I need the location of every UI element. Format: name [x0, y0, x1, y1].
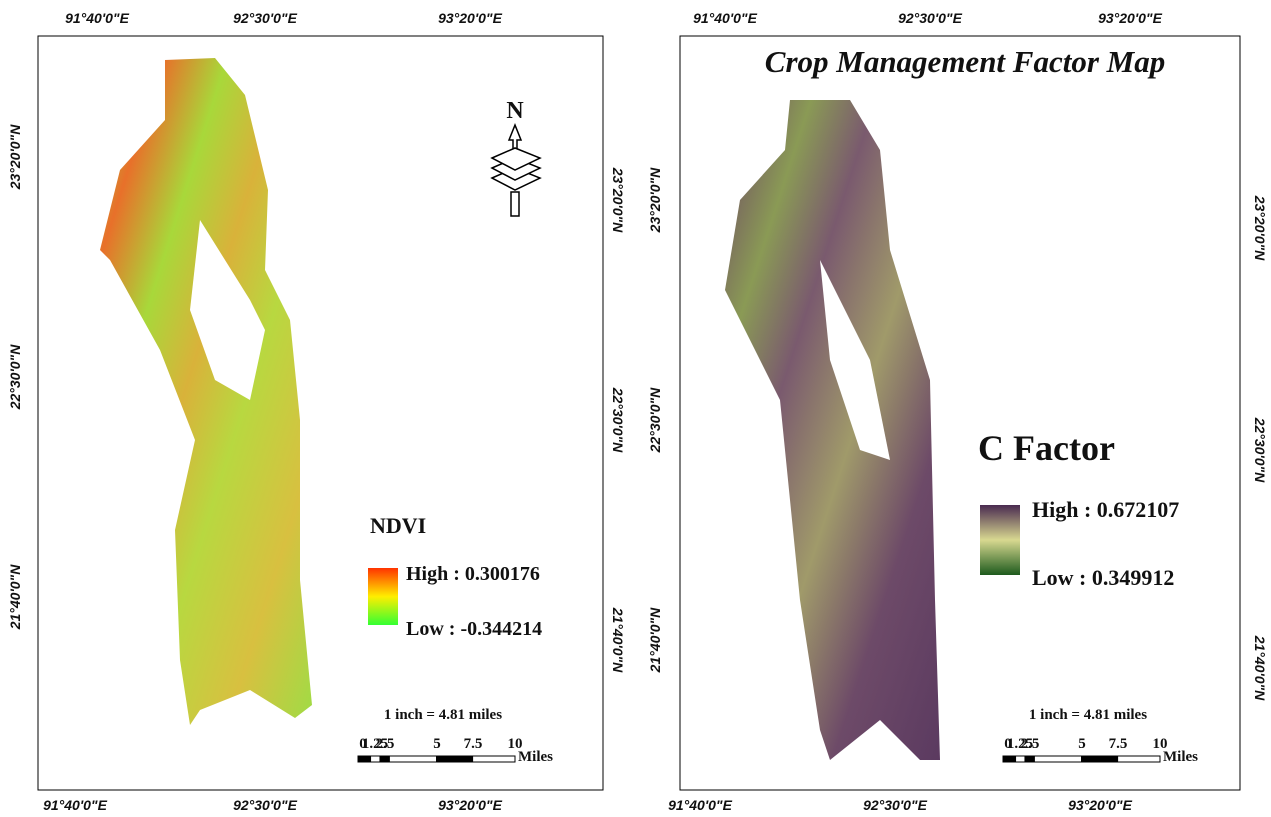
longitude-label: 93°20'0"E: [438, 797, 502, 813]
scale-tick: 2.5: [1021, 736, 1040, 752]
longitude-label: 92°30'0"E: [233, 10, 297, 26]
latitude-label: 22°30'0"N: [1252, 417, 1268, 483]
scale-segment: [1003, 756, 1016, 762]
frame: [680, 36, 1240, 790]
longitude-label: 91°40'0"E: [668, 797, 732, 813]
longitude-label: 93°20'0"E: [1068, 797, 1132, 813]
scale-segment: [371, 756, 380, 762]
latitude-label: 23°20'0"N: [7, 124, 23, 190]
scale-tick: 7.5: [464, 736, 483, 752]
c-factor-raster: [725, 100, 940, 760]
north-label: N: [506, 98, 524, 124]
scale-text: 1 inch = 4.81 miles: [384, 707, 502, 723]
ndvi-raster: [100, 58, 312, 725]
latitude-label: 23°20'0"N: [1252, 195, 1268, 261]
latitude-label: 22°30'0"N: [647, 387, 663, 453]
latitude-label: 21°40'0"N: [7, 564, 23, 630]
longitude-label: 91°40'0"E: [43, 797, 107, 813]
longitude-label: 91°40'0"E: [693, 10, 757, 26]
scale-segment: [1118, 756, 1160, 762]
scale-segment: [1034, 756, 1081, 762]
legend-title: NDVI: [370, 513, 426, 538]
scale-segment: [389, 756, 436, 762]
latitude-label: 23°20'0"N: [610, 167, 626, 233]
scale-segment: [380, 756, 389, 762]
scale-segment: [473, 756, 515, 762]
scale-tick: 2.5: [376, 736, 395, 752]
scale-text: 1 inch = 4.81 miles: [1029, 707, 1147, 723]
latitude-label: 23°20'0"N: [647, 167, 663, 233]
legend-low: Low : 0.349912: [1032, 565, 1174, 590]
figure: Crop Management Factor Map 91°40'0"E 92°3…: [0, 0, 1271, 817]
legend-ramp: [368, 568, 398, 625]
latitude-label: 22°30'0"N: [7, 344, 23, 410]
scale-unit: Miles: [518, 749, 553, 765]
longitude-label: 91°40'0"E: [65, 10, 129, 26]
longitude-label: 92°30'0"E: [233, 797, 297, 813]
north-arrow: [492, 125, 540, 216]
latitude-label: 22°30'0"N: [610, 387, 626, 453]
scale-segment: [1082, 756, 1118, 762]
longitude-label: 93°20'0"E: [1098, 10, 1162, 26]
scale-segment: [1025, 756, 1034, 762]
legend-ramp: [980, 505, 1020, 575]
scale-tick: 7.5: [1109, 736, 1128, 752]
scale-segment: [437, 756, 473, 762]
scale-segment: [358, 756, 371, 762]
longitude-label: 92°30'0"E: [898, 10, 962, 26]
longitude-label: 92°30'0"E: [863, 797, 927, 813]
latitude-label: 21°40'0"N: [1252, 635, 1268, 701]
scale-unit: Miles: [1163, 749, 1198, 765]
scale-tick: 5: [433, 736, 441, 752]
latitude-label: 21°40'0"N: [647, 607, 663, 673]
latitude-label: 21°40'0"N: [610, 607, 626, 673]
legend-low: Low : -0.344214: [406, 618, 542, 640]
scale-tick: 5: [1078, 736, 1086, 752]
legend-title: C Factor: [978, 428, 1115, 468]
legend-high: High : 0.672107: [1032, 497, 1179, 522]
longitude-label: 93°20'0"E: [438, 10, 502, 26]
map-title: Crop Management Factor Map: [765, 44, 1165, 79]
legend-high: High : 0.300176: [406, 563, 540, 585]
scale-segment: [1016, 756, 1025, 762]
